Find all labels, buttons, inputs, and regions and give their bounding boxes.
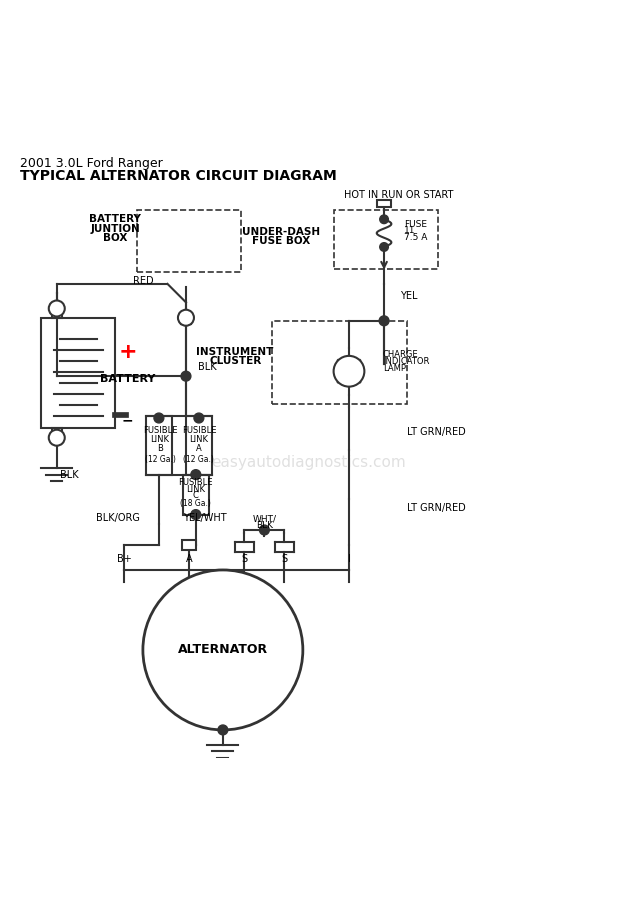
Bar [52, 309, 62, 318]
Text: INSTRUMENT: INSTRUMENT [197, 346, 274, 356]
Text: FUSIBLE: FUSIBLE [179, 478, 213, 487]
Bar [186, 416, 212, 474]
Circle shape [191, 470, 201, 480]
Text: WHT/: WHT/ [253, 515, 277, 524]
Circle shape [194, 413, 204, 423]
Text: (12 Ga.): (12 Ga.) [145, 455, 176, 464]
Circle shape [379, 316, 389, 326]
Text: I: I [347, 554, 350, 564]
Bar [377, 200, 391, 207]
Text: S: S [242, 554, 247, 564]
Text: BLK: BLK [198, 362, 217, 372]
Text: easyautodiagnostics.com: easyautodiagnostics.com [211, 454, 407, 470]
Text: (12 Ga.): (12 Ga.) [184, 455, 214, 464]
Circle shape [379, 215, 388, 223]
Text: BATTERY: BATTERY [89, 214, 141, 224]
Text: −: − [122, 413, 133, 428]
Bar [334, 210, 438, 268]
Text: BLK: BLK [60, 470, 78, 480]
Circle shape [379, 243, 388, 251]
Bar [137, 210, 241, 272]
Text: B: B [157, 444, 163, 453]
Text: YEL/WHT: YEL/WHT [182, 513, 226, 523]
Text: CLUSTER: CLUSTER [209, 356, 261, 365]
Bar [112, 412, 127, 418]
Text: LT GRN/RED: LT GRN/RED [407, 427, 466, 436]
Text: 7.5 A: 7.5 A [404, 233, 428, 242]
Text: BATTERY: BATTERY [100, 374, 155, 384]
Text: LINK: LINK [186, 485, 205, 494]
Text: FUSE: FUSE [404, 220, 428, 229]
Circle shape [49, 301, 65, 317]
Text: BLK/ORG: BLK/ORG [96, 513, 140, 523]
Text: LINK: LINK [151, 435, 169, 444]
Text: BOX: BOX [103, 233, 127, 243]
Circle shape [178, 310, 194, 326]
Text: UNDER-DASH: UNDER-DASH [242, 227, 320, 237]
Text: LT GRN/RED: LT GRN/RED [407, 503, 466, 513]
Circle shape [143, 570, 303, 730]
Text: RED: RED [133, 275, 153, 286]
Text: LINK: LINK [189, 435, 208, 444]
Text: FUSIBLE: FUSIBLE [143, 427, 177, 436]
Text: FUSIBLE: FUSIBLE [182, 427, 216, 436]
Text: CHARGE: CHARGE [383, 350, 418, 359]
Text: ALTERNATOR: ALTERNATOR [178, 644, 268, 656]
Text: YEL: YEL [400, 292, 418, 302]
Text: A: A [196, 444, 201, 453]
Text: INDICATOR: INDICATOR [383, 357, 430, 366]
Text: C: C [193, 491, 199, 500]
Circle shape [154, 413, 164, 423]
Bar [52, 428, 62, 437]
Text: 11: 11 [404, 227, 416, 236]
Text: BLK: BLK [256, 520, 273, 529]
Text: HOT IN RUN OR START: HOT IN RUN OR START [344, 190, 453, 200]
Bar [182, 540, 197, 550]
Text: B+: B+ [117, 554, 132, 564]
Text: FUSE BOX: FUSE BOX [252, 236, 310, 246]
Text: LAMP: LAMP [383, 364, 406, 373]
Circle shape [49, 429, 65, 445]
Circle shape [334, 356, 365, 387]
Text: 2001 3.0L Ford Ranger: 2001 3.0L Ford Ranger [20, 158, 163, 170]
Text: TYPICAL ALTERNATOR CIRCUIT DIAGRAM: TYPICAL ALTERNATOR CIRCUIT DIAGRAM [20, 169, 337, 184]
Bar [181, 317, 191, 324]
Circle shape [218, 725, 228, 734]
Text: A: A [186, 554, 192, 564]
Text: S: S [281, 554, 287, 564]
Circle shape [191, 509, 201, 519]
Bar [41, 318, 115, 428]
Circle shape [181, 372, 191, 381]
Circle shape [260, 525, 269, 535]
Bar [146, 416, 172, 474]
Bar [183, 474, 209, 515]
Text: JUNTION: JUNTION [90, 223, 140, 233]
Text: (18 Ga.): (18 Ga.) [180, 500, 211, 508]
Text: +: + [118, 342, 137, 362]
Bar [272, 320, 407, 404]
